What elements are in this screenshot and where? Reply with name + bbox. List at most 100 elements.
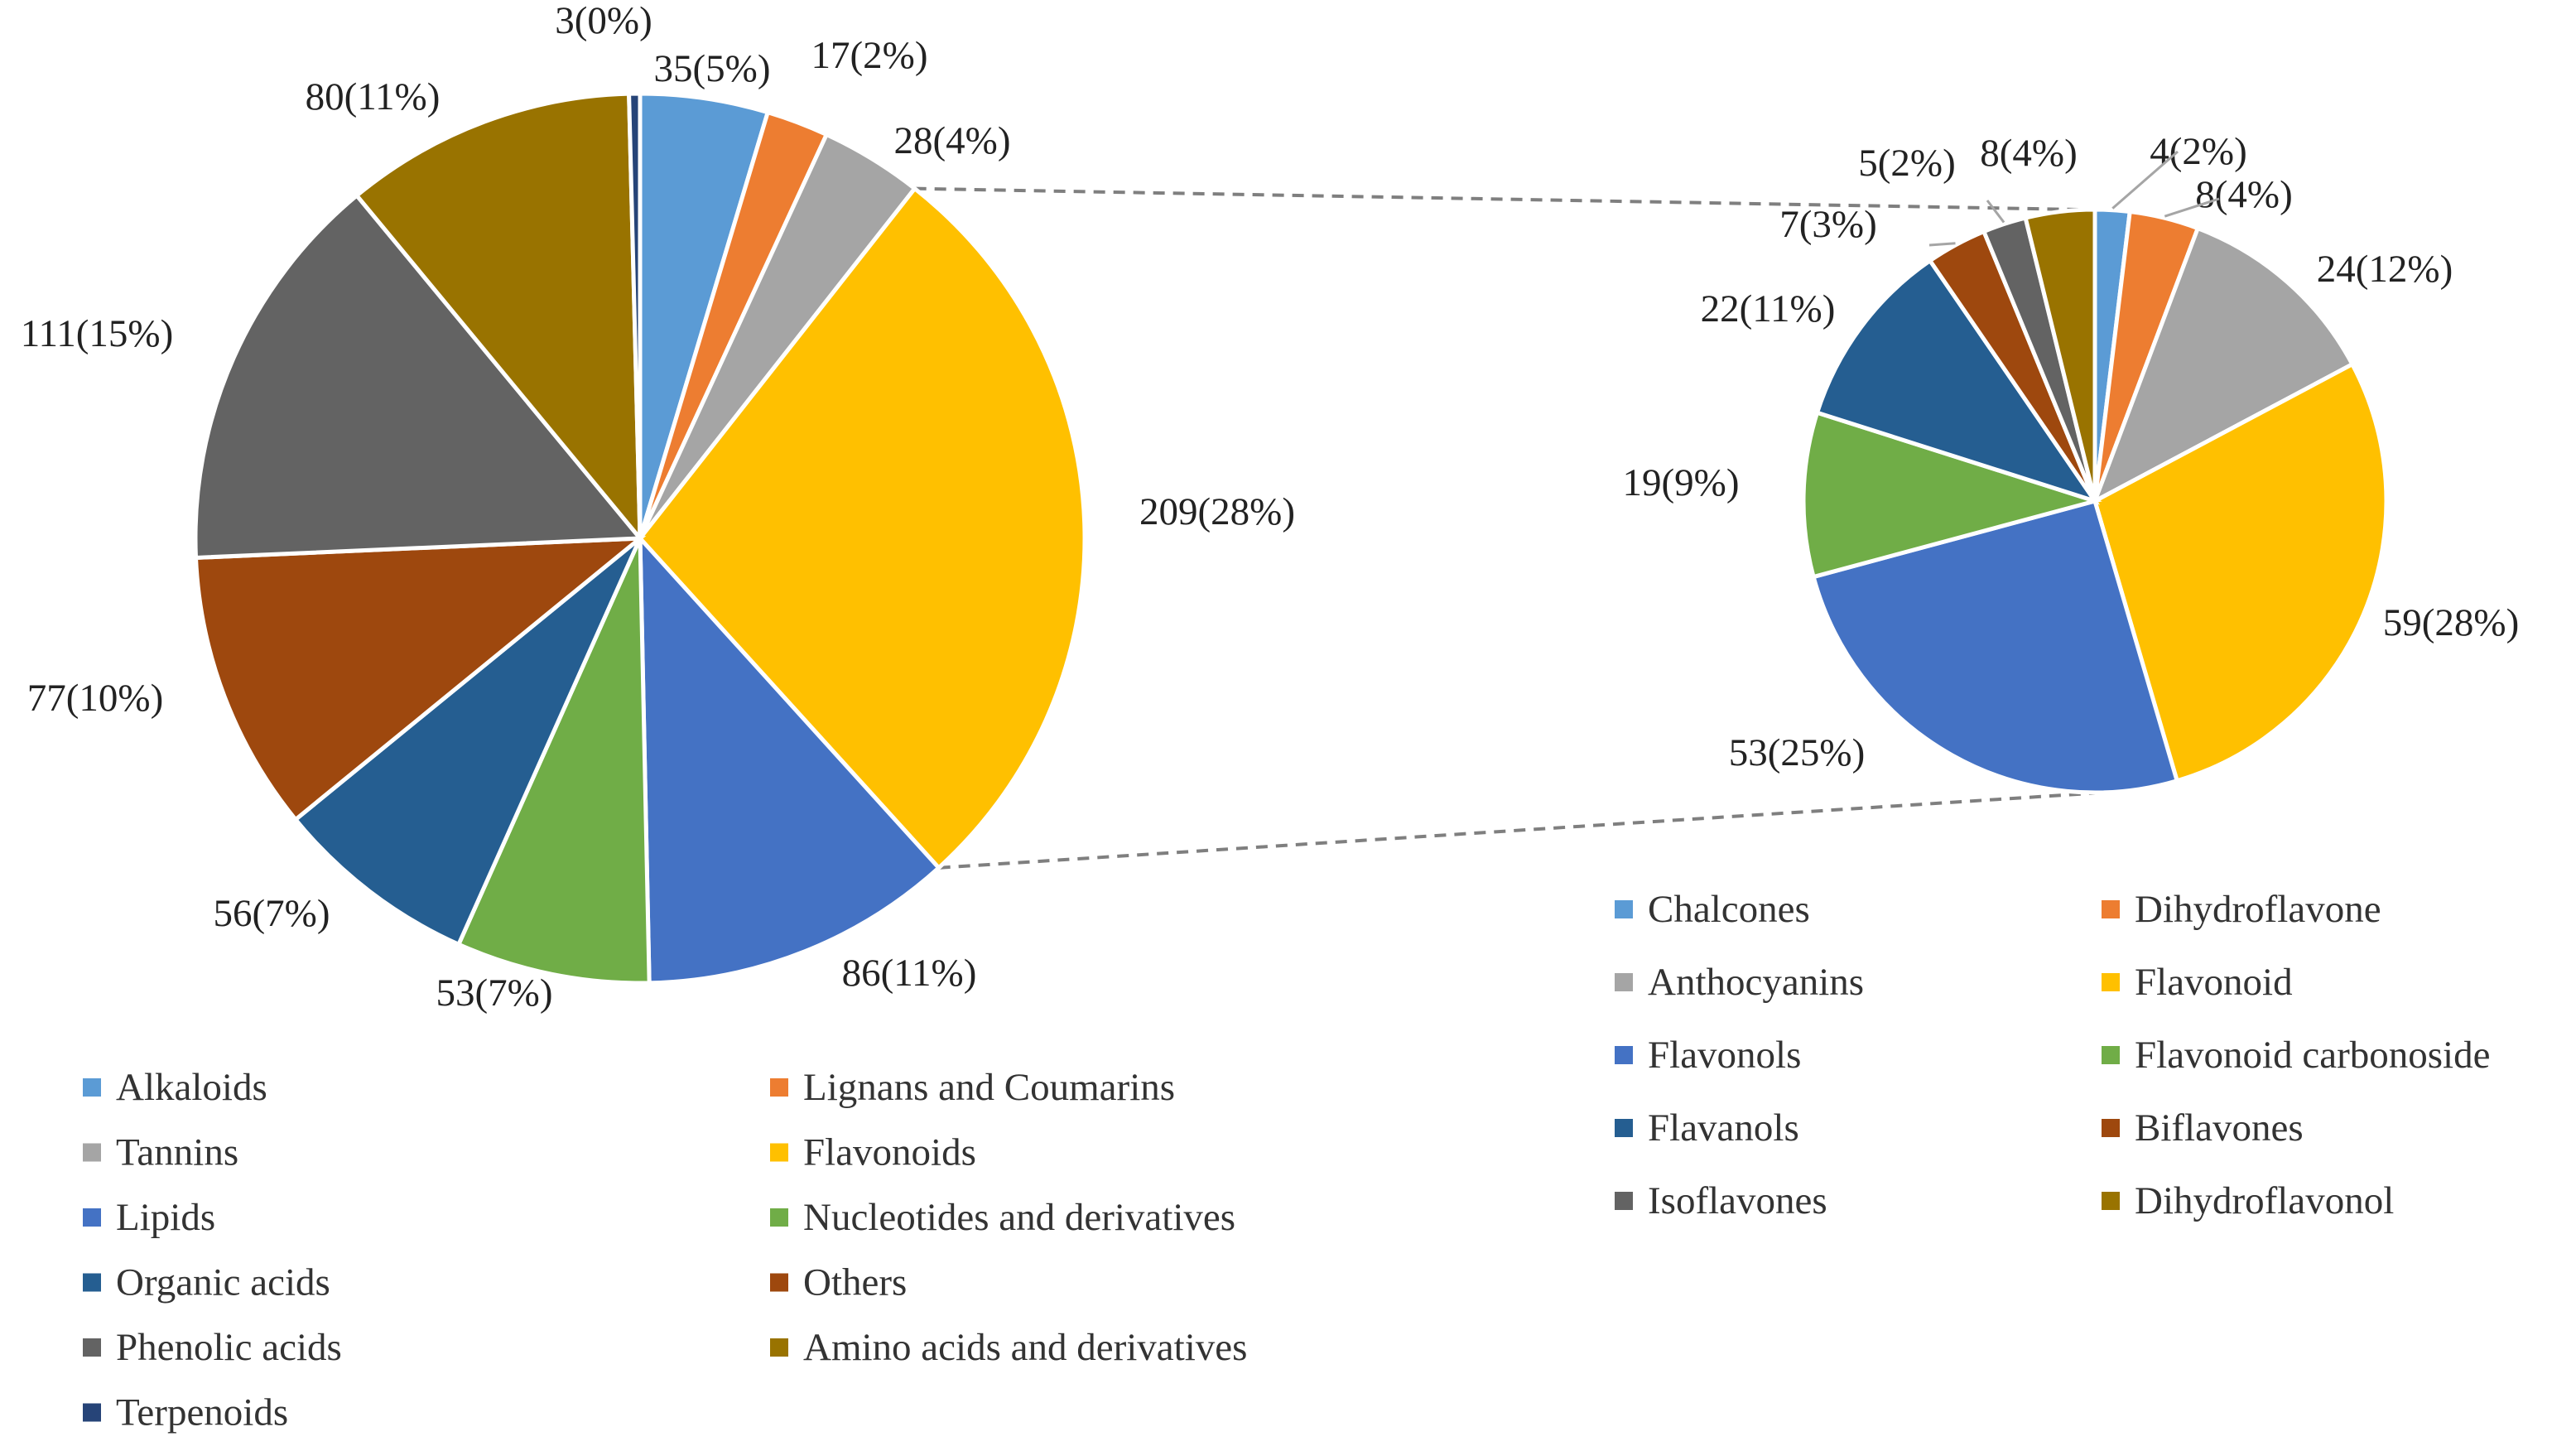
main-legend-label: Phenolic acids xyxy=(116,1326,342,1369)
flav-legend-swatch xyxy=(2102,900,2120,918)
flav-data-label-flavonols: 53(25%) xyxy=(1729,731,1865,774)
flav-legend-label: Dihydroflavonol xyxy=(2135,1179,2394,1222)
flav-legend-label: Dihydroflavone xyxy=(2135,888,2381,931)
main-slice-nucleotides-and-derivatives xyxy=(455,537,652,986)
flavonoid-pie-data-labels: 4(2%)8(4%)24(12%)59(28%)53(25%)19(9%)22(… xyxy=(1623,130,2520,774)
main-data-label-alkaloids: 35(5%) xyxy=(654,47,771,90)
main-legend-item-phenolic-acids: Phenolic acids xyxy=(83,1326,342,1369)
main-legend-label: Alkaloids xyxy=(116,1066,267,1109)
main-legend-swatch xyxy=(770,1143,788,1162)
main-data-label-nucleotides-and-derivatives: 53(7%) xyxy=(436,971,553,1015)
flav-slice-flavonoid-carbonoside xyxy=(1801,410,2102,580)
flav-legend-swatch xyxy=(2102,1046,2120,1064)
flav-legend-label: Anthocyanins xyxy=(1648,961,1864,1004)
flav-legend-item-flavonoid: Flavonoid xyxy=(2102,961,2293,1004)
flav-data-label-biflavones: 7(3%) xyxy=(1779,203,1876,246)
main-legend-item-amino-acids-and-derivatives: Amino acids and derivatives xyxy=(770,1326,1247,1369)
main-slice-amino-acids-and-derivatives xyxy=(354,91,643,545)
main-data-label-amino-acids-and-derivatives: 80(11%) xyxy=(306,75,441,118)
flav-legend-label: Flavonols xyxy=(1648,1034,1801,1077)
flav-legend-item-chalcones: Chalcones xyxy=(1615,888,1810,931)
main-legend-item-alkaloids: Alkaloids xyxy=(83,1066,267,1109)
main-slice-terpenoids xyxy=(627,91,643,539)
main-legend-swatch xyxy=(83,1403,101,1422)
flav-data-label-flavonoid-carbonoside: 19(9%) xyxy=(1623,461,1740,504)
main-legend-swatch xyxy=(770,1078,788,1097)
main-legend-swatch xyxy=(83,1143,101,1162)
flav-legend-label: Flavonoid xyxy=(2135,961,2293,1004)
flav-slice-flavonoid xyxy=(2092,361,2389,783)
flavonoid-pie-legend: Chalcones Dihydroflavone Anthocyanins Flavo… xyxy=(1615,888,2490,1222)
main-legend-swatch xyxy=(83,1208,101,1227)
leader-line-dihydroflavone xyxy=(2164,197,2220,218)
main-legend-item-tannins: Tannins xyxy=(83,1131,238,1174)
main-data-label-organic-acids: 56(7%) xyxy=(214,892,330,935)
flav-legend-label: Biflavones xyxy=(2135,1106,2304,1150)
main-data-label-others: 77(10%) xyxy=(27,677,163,720)
main-legend-label: Organic acids xyxy=(116,1261,330,1304)
flav-data-label-flavonoid: 59(28%) xyxy=(2383,601,2519,644)
connector-line-bottom xyxy=(938,790,2106,870)
main-legend-label: Terpenoids xyxy=(116,1391,288,1434)
flav-data-label-dihydroflavone: 8(4%) xyxy=(2195,173,2292,216)
flav-legend-swatch xyxy=(1615,1119,1633,1137)
flav-legend-item-anthocyanins: Anthocyanins xyxy=(1615,961,1864,1004)
main-legend-item-others: Others xyxy=(770,1261,907,1304)
main-legend-swatch xyxy=(83,1078,101,1097)
flav-slice-dihydroflavonol xyxy=(2023,207,2097,502)
main-legend-label: Amino acids and derivatives xyxy=(803,1326,1247,1369)
main-legend-item-lipids: Lipids xyxy=(83,1196,215,1239)
main-legend-item-flavonoids: Flavonoids xyxy=(770,1131,976,1174)
flav-legend-item-flavanols: Flavanols xyxy=(1615,1106,1799,1150)
flav-slice-flavanols xyxy=(1814,258,2101,505)
main-data-label-tannins: 28(4%) xyxy=(894,119,1011,162)
connector-lines xyxy=(914,186,2106,870)
main-legend-label: Lignans and Coumarins xyxy=(803,1066,1175,1109)
main-legend-swatch xyxy=(83,1273,101,1292)
main-pie-legend: Alkaloids Lignans and Coumarins Tannins Fla… xyxy=(83,1066,1247,1434)
main-legend-label: Lipids xyxy=(116,1196,215,1239)
main-legend-label: Others xyxy=(803,1261,907,1304)
flavonoid-pie xyxy=(1801,207,2389,795)
flav-legend-item-dihydroflavone: Dihydroflavone xyxy=(2102,888,2381,931)
flav-legend-swatch xyxy=(2102,1119,2120,1137)
leader-line-isoflavones xyxy=(1986,200,2005,224)
main-slice-organic-acids xyxy=(292,537,643,947)
main-slice-others xyxy=(193,536,647,823)
main-legend-swatch xyxy=(770,1338,788,1357)
main-legend-label: Flavonoids xyxy=(803,1131,976,1174)
flav-legend-swatch xyxy=(1615,973,1633,991)
flav-legend-item-dihydroflavonol: Dihydroflavonol xyxy=(2102,1179,2394,1222)
flav-legend-swatch xyxy=(2102,973,2120,991)
flav-legend-swatch xyxy=(1615,1046,1633,1064)
flav-data-label-anthocyanins: 24(12%) xyxy=(2317,248,2453,291)
main-pie-data-labels: 35(5%) 17(2%) 28(4%) 209(28%) 86(11%) 53(7%) 5… xyxy=(21,0,1295,1015)
flav-data-label-chalcones: 4(2%) xyxy=(2150,130,2246,173)
main-data-label-lipids: 86(11%) xyxy=(842,952,977,995)
main-legend-label: Nucleotides and derivatives xyxy=(803,1196,1235,1239)
connector-line-top xyxy=(914,186,2079,211)
main-data-label-flavonoids: 209(28%) xyxy=(1139,490,1295,533)
main-slice-phenolic-acids xyxy=(193,192,645,561)
flav-legend-label: Chalcones xyxy=(1648,888,1810,931)
flav-legend-swatch xyxy=(2102,1192,2120,1210)
main-legend-item-organic-acids: Organic acids xyxy=(83,1261,330,1304)
main-legend-swatch xyxy=(83,1338,101,1357)
flav-legend-item-isoflavones: Isoflavones xyxy=(1615,1179,1827,1222)
flav-legend-item-flavonoid-carbonoside: Flavonoid carbonoside xyxy=(2102,1034,2490,1077)
main-legend-item-terpenoids: Terpenoids xyxy=(83,1391,288,1434)
flav-slice-flavonols xyxy=(1811,498,2180,795)
main-data-label-phenolic-acids: 111(15%) xyxy=(21,312,173,355)
flav-data-label-isoflavones: 5(2%) xyxy=(1858,142,1955,185)
main-data-label-lignans-and-coumarins: 17(2%) xyxy=(811,34,928,77)
main-data-label-terpenoids: 3(0%) xyxy=(555,0,652,42)
flav-legend-item-biflavones: Biflavones xyxy=(2102,1106,2304,1150)
leader-line-chalcones xyxy=(2111,150,2179,210)
flav-legend-swatch xyxy=(1615,1192,1633,1210)
flav-legend-label: Isoflavones xyxy=(1648,1179,1827,1222)
main-pie xyxy=(193,91,1087,986)
flav-legend-item-flavonols: Flavonols xyxy=(1615,1034,1801,1077)
flav-legend-swatch xyxy=(1615,900,1633,918)
main-slice-flavonoids xyxy=(637,186,1087,871)
